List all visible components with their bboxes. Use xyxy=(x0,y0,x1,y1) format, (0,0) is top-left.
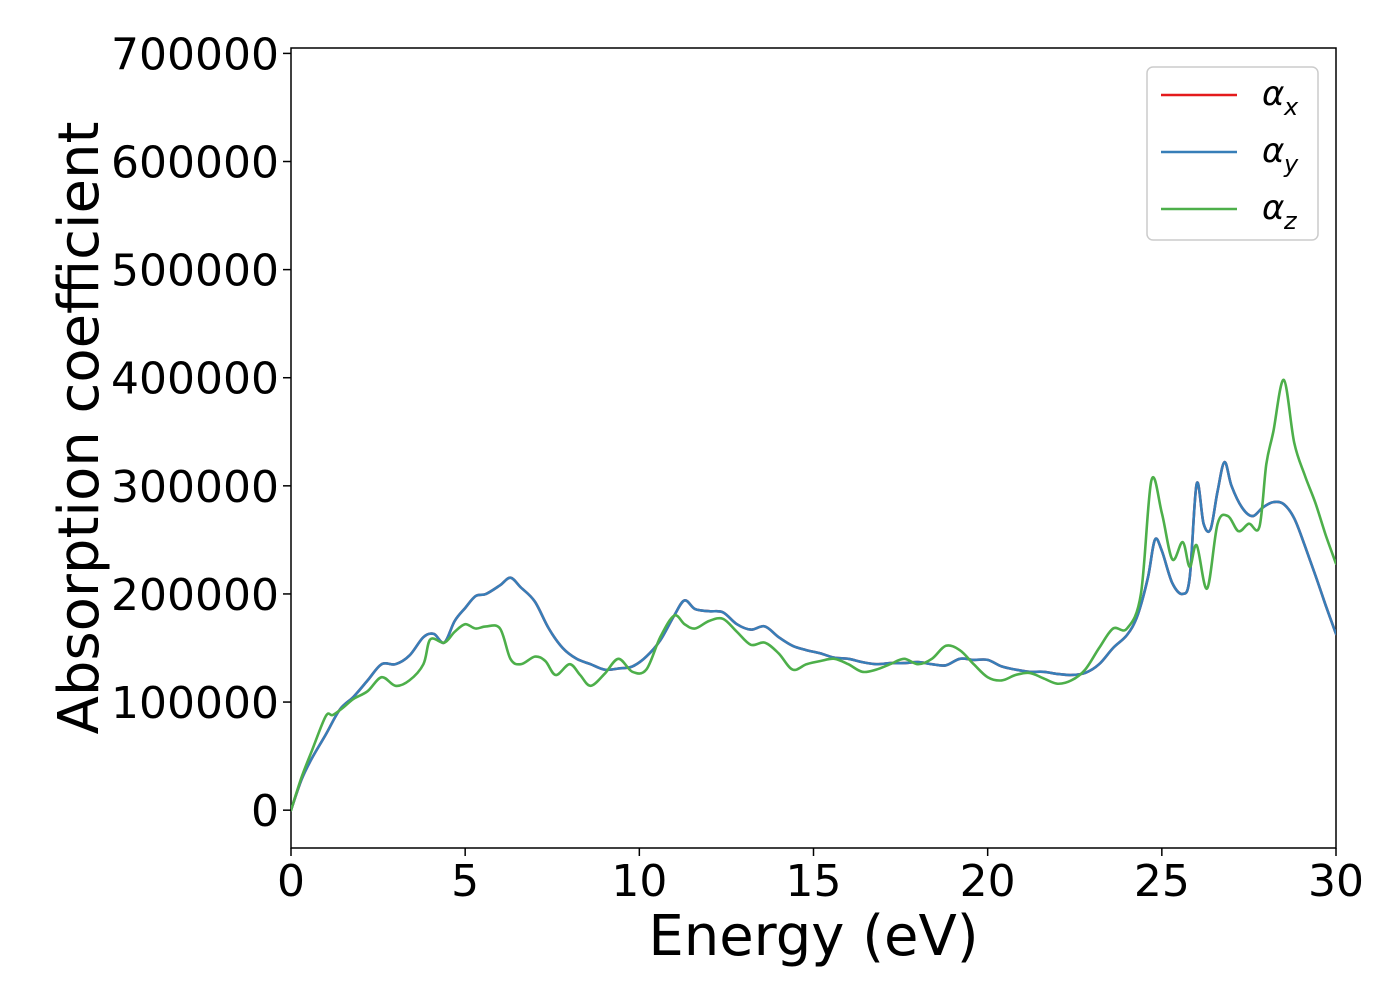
y-tick-label: 400000 xyxy=(111,354,279,405)
x-tick-label: 5 xyxy=(451,856,479,907)
legend-label-subscript: z xyxy=(1283,207,1298,235)
y-tick-label: 600000 xyxy=(111,138,279,189)
legend-label: α xyxy=(1262,188,1284,228)
x-axis-title: Energy (eV) xyxy=(648,904,978,969)
legend-entries: α xα yα z xyxy=(1161,74,1299,235)
y-axis-title: Absorption coefficient xyxy=(47,122,112,735)
x-axis: 0 5 10 15 20 25 30 xyxy=(277,848,1364,907)
x-tick-label: 10 xyxy=(611,856,667,907)
y-tick-label: 0 xyxy=(251,786,279,837)
y-axis: 0 100000 200000 300000 400000 500000 600000 700… xyxy=(111,29,291,837)
legend-label: α xyxy=(1262,74,1284,114)
x-tick-label: 30 xyxy=(1308,856,1364,907)
y-tick-label: 700000 xyxy=(111,29,279,80)
legend-box xyxy=(1146,66,1319,241)
legend-label-subscript: x xyxy=(1283,93,1299,121)
legend-label: α xyxy=(1262,131,1284,171)
series-line-alpha-y xyxy=(291,460,1336,812)
legend-label-subscript: y xyxy=(1283,150,1299,178)
y-tick-label: 300000 xyxy=(111,462,279,513)
x-tick-label: 20 xyxy=(960,856,1016,907)
y-tick-label: 200000 xyxy=(111,570,279,621)
y-tick-label: 100000 xyxy=(111,678,279,729)
x-tick-label: 25 xyxy=(1134,856,1190,907)
x-tick-label: 0 xyxy=(277,856,305,907)
series-layer xyxy=(291,378,1336,812)
series-line-alpha-z xyxy=(291,378,1336,812)
legend: α xα yα z xyxy=(1146,66,1319,241)
x-tick-label: 15 xyxy=(786,856,842,907)
y-tick-label: 500000 xyxy=(111,246,279,297)
